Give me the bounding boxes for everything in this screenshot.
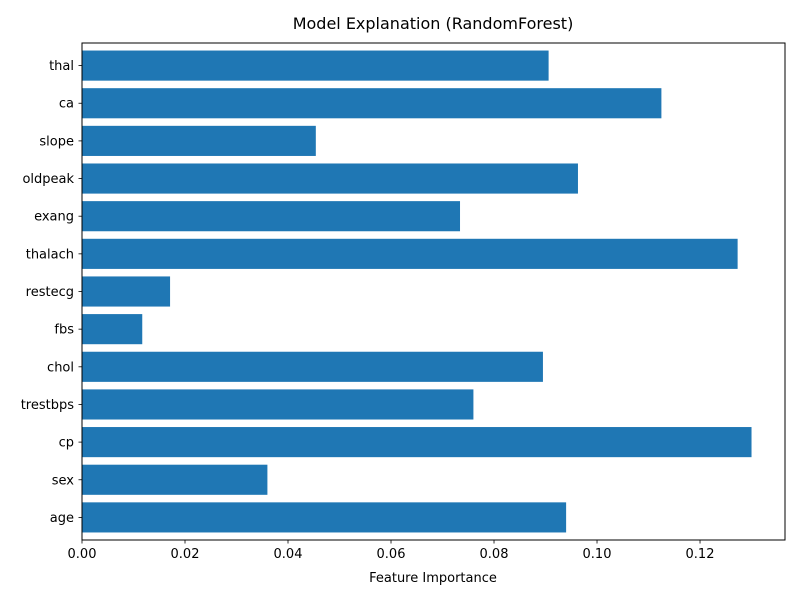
bar-fbs	[82, 314, 143, 345]
y-tick-label-oldpeak: oldpeak	[22, 172, 74, 187]
y-tick-label-slope: slope	[39, 134, 74, 149]
x-tick-label: 0.00	[68, 547, 97, 562]
y-ticks: age sex cp trestbps chol fbs restecg thalach exa…	[21, 59, 82, 526]
x-tick-label: 0.12	[686, 547, 715, 562]
chart-title: Model Explanation (RandomForest)	[293, 14, 574, 33]
y-tick-label-fbs: fbs	[54, 323, 74, 338]
bar-cp	[82, 427, 752, 458]
bar-thal	[82, 50, 549, 81]
x-axis-label: Feature Importance	[369, 571, 497, 586]
x-tick-label: 0.08	[480, 547, 509, 562]
y-tick-label-trestbps: trestbps	[21, 398, 75, 413]
y-tick-label-thalach: thalach	[26, 247, 74, 262]
bar-restecg	[82, 276, 171, 307]
bar-trestbps	[82, 389, 474, 420]
y-tick-label-thal: thal	[49, 59, 74, 74]
bar-chol	[82, 351, 543, 382]
bar-ca	[82, 88, 662, 119]
x-ticks: 0.00 0.02 0.04 0.06 0.08 0.10 0.12	[68, 540, 715, 562]
x-tick-label: 0.04	[274, 547, 303, 562]
bar-slope	[82, 125, 316, 156]
bar-sex	[82, 464, 268, 495]
y-tick-label-age: age	[50, 511, 74, 526]
y-tick-label-restecg: restecg	[26, 285, 74, 300]
x-tick-label: 0.06	[377, 547, 406, 562]
y-tick-label-ca: ca	[59, 97, 74, 112]
bar-oldpeak	[82, 163, 578, 194]
x-tick-label: 0.10	[583, 547, 612, 562]
bars-layer	[82, 50, 752, 533]
y-tick-label-sex: sex	[52, 473, 75, 488]
x-tick-label: 0.02	[171, 547, 200, 562]
bar-age	[82, 502, 567, 533]
bar-exang	[82, 201, 461, 232]
bar-thalach	[82, 238, 738, 269]
y-tick-label-chol: chol	[47, 360, 74, 375]
y-tick-label-exang: exang	[34, 210, 74, 225]
y-tick-label-cp: cp	[59, 436, 74, 451]
